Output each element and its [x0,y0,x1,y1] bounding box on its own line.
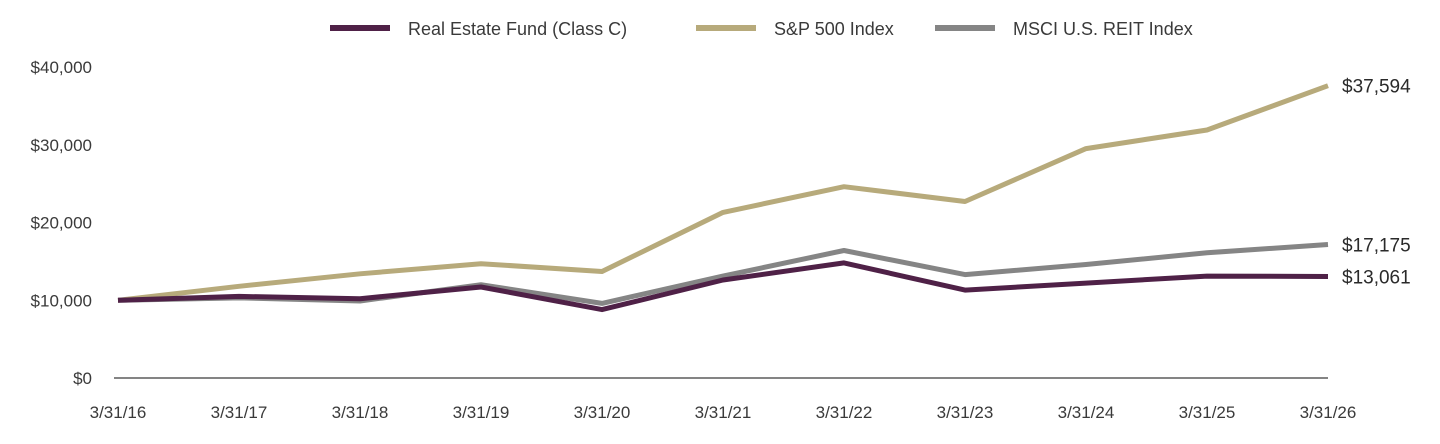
x-tick-label: 3/31/25 [1179,403,1236,422]
x-tick-label: 3/31/23 [937,403,994,422]
legend-label: S&P 500 Index [774,19,894,39]
end-value-label: $17,175 [1342,235,1411,256]
y-tick-label: $20,000 [31,214,92,233]
y-tick-label: $40,000 [31,58,92,77]
x-tick-label: 3/31/26 [1300,403,1357,422]
legend-label: MSCI U.S. REIT Index [1013,19,1193,39]
x-tick-label: 3/31/24 [1058,403,1115,422]
x-tick-label: 3/31/17 [211,403,268,422]
x-tick-label: 3/31/22 [816,403,873,422]
series-line-2 [117,242,1329,306]
y-axis: $0 $10,000 $20,000 $30,000 $40,000 [31,58,92,388]
y-tick-label: $10,000 [31,291,92,310]
legend: Real Estate Fund (Class C) S&P 500 Index M… [330,19,1193,39]
end-value-label: $13,061 [1342,267,1411,288]
x-tick-label: 3/31/21 [695,403,752,422]
y-tick-label: $0 [73,369,92,388]
x-tick-label: 3/31/19 [453,403,510,422]
end-value-label: $37,594 [1342,77,1411,98]
series-line-0 [117,260,1329,313]
x-tick-label: 3/31/16 [90,403,147,422]
series-group [117,83,1329,313]
y-tick-label: $30,000 [31,136,92,155]
x-tick-label: 3/31/20 [574,403,631,422]
legend-label: Real Estate Fund (Class C) [408,19,627,39]
series-line-1 [117,83,1329,303]
x-axis: 3/31/16 3/31/17 3/31/18 3/31/19 3/31/20 3/31/… [90,403,1357,422]
x-tick-label: 3/31/18 [332,403,389,422]
end-labels: $13,061 $37,594 $17,175 [1342,77,1411,289]
